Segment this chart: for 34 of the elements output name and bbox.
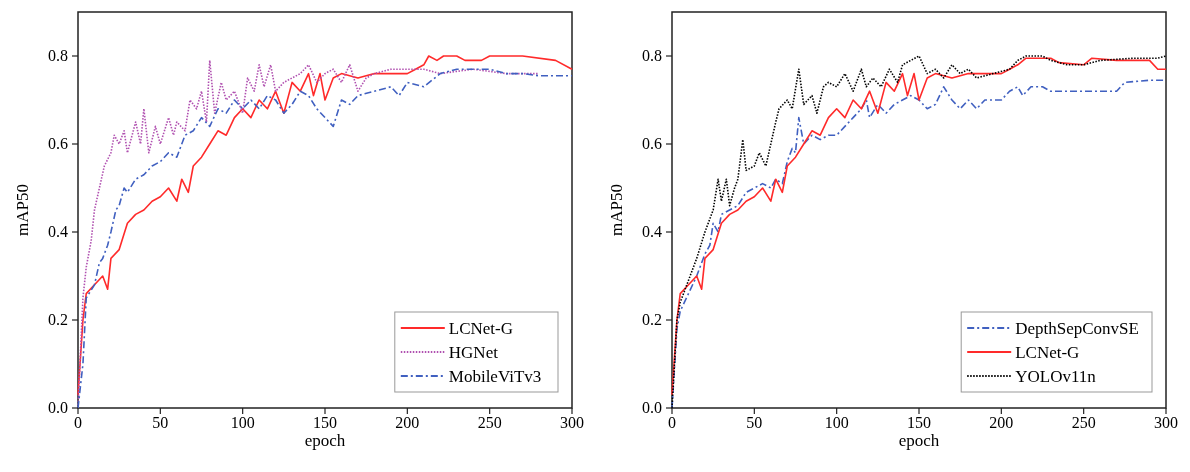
y-tick-label: 0.0 — [48, 399, 68, 416]
y-tick-label: 0.4 — [48, 223, 68, 240]
x-tick-label: 300 — [1154, 414, 1178, 431]
y-tick-label: 0.2 — [48, 311, 68, 328]
legend-label: YOLOv11n — [1015, 367, 1097, 386]
y-tick-label: 0.2 — [642, 311, 662, 328]
x-axis-title: epoch — [898, 431, 940, 450]
x-tick-label: 100 — [230, 414, 255, 431]
legend-label: HGNet — [448, 343, 499, 362]
y-axis-title: mAP50 — [13, 184, 32, 236]
legend-label: DepthSepConvSE — [1015, 319, 1139, 338]
y-tick-label: 0.6 — [48, 135, 68, 152]
y-tick-label: 0.6 — [642, 135, 662, 152]
x-tick-label: 250 — [1071, 414, 1096, 431]
x-axis-title: epoch — [304, 431, 346, 450]
y-tick-label: 0.8 — [642, 47, 662, 64]
y-tick-label: 0.8 — [48, 47, 68, 64]
x-tick-label: 0 — [668, 414, 676, 431]
y-tick-label: 0.4 — [642, 223, 662, 240]
x-tick-label: 150 — [313, 414, 337, 431]
legend-label: LCNet-G — [448, 319, 514, 338]
legend-label: LCNet-G — [1015, 343, 1080, 362]
x-tick-label: 50 — [746, 414, 763, 431]
y-axis-title: mAP50 — [607, 184, 626, 236]
x-tick-label: 150 — [907, 414, 931, 431]
x-tick-label: 200 — [395, 414, 420, 431]
x-tick-label: 300 — [560, 414, 584, 431]
x-tick-label: 0 — [74, 414, 82, 431]
legend-label: MobileViTv3 — [448, 367, 542, 386]
x-tick-label: 250 — [477, 414, 502, 431]
y-tick-label: 0.0 — [642, 399, 662, 416]
x-tick-label: 200 — [989, 414, 1014, 431]
x-tick-label: 100 — [824, 414, 849, 431]
x-tick-label: 50 — [152, 414, 169, 431]
